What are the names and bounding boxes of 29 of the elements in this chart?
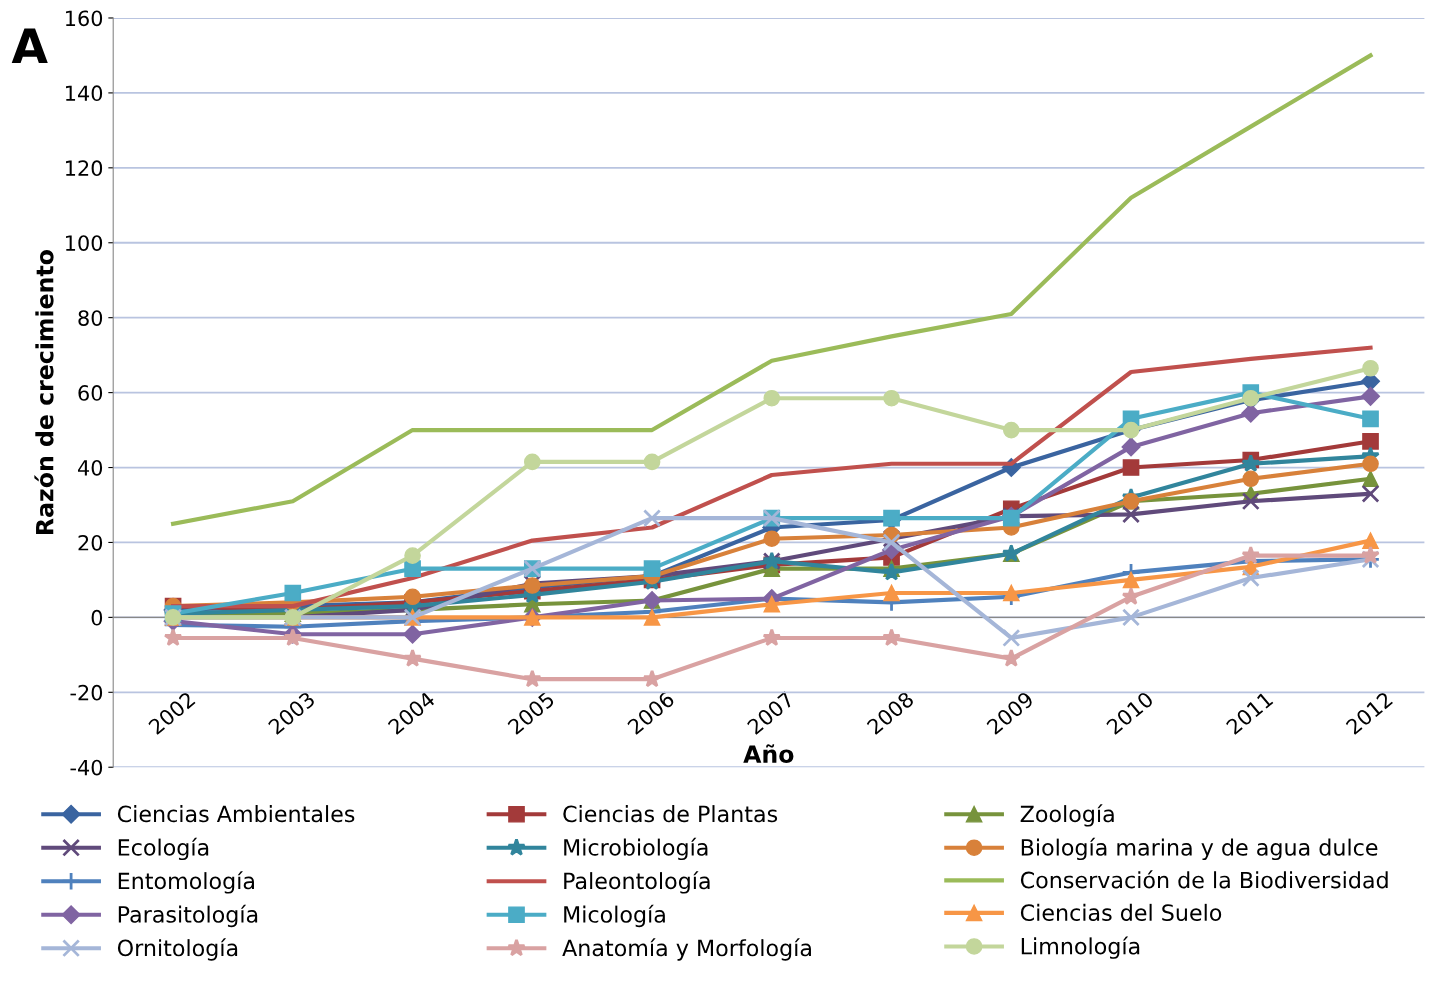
legend-label: Ciencias de Plantas: [563, 805, 778, 823]
legend-label: Ciencias del Suelo: [1020, 903, 1222, 922]
y-tick-label: 0: [91, 609, 103, 626]
y-tick-label: 40: [77, 459, 103, 476]
legend-label: Micología: [564, 904, 665, 928]
legend-label: Biología marina y de agua dulce: [1021, 837, 1378, 861]
legend-label: Paleontología: [564, 871, 710, 894]
legend-label: Parasitología: [118, 904, 258, 928]
text: A: [11, 28, 48, 63]
legend-label: Microbiología: [564, 837, 708, 861]
legend-label: Conservación de la Biodiversidad: [1020, 870, 1388, 889]
legend-label: Ciencias Ambientales: [117, 805, 355, 823]
legend-label: Anatomía y Morfología: [562, 938, 811, 961]
y-tick-label: -40: [70, 759, 103, 776]
legend-label: Zoología: [1020, 804, 1114, 827]
y-tick-label: 80: [78, 310, 103, 326]
y-tick-label: 120: [66, 160, 103, 177]
y-tick-label: 140: [66, 85, 103, 102]
y-tick-label: 100: [66, 235, 103, 251]
y-tick-label: 60: [78, 385, 103, 401]
y-axis-title: Razón de crecimiento: [34, 250, 54, 534]
legend-label: Entomología: [118, 871, 254, 894]
y-tick-label: 160: [66, 10, 103, 27]
legend-label: Ornitología: [117, 938, 238, 961]
x-axis-title: Año: [743, 744, 794, 763]
y-tick-label: 20: [78, 534, 103, 551]
y-tick-label: -20: [70, 684, 103, 701]
legend-label: Ecología: [118, 837, 209, 861]
legend-label: Limnología: [1021, 936, 1140, 959]
